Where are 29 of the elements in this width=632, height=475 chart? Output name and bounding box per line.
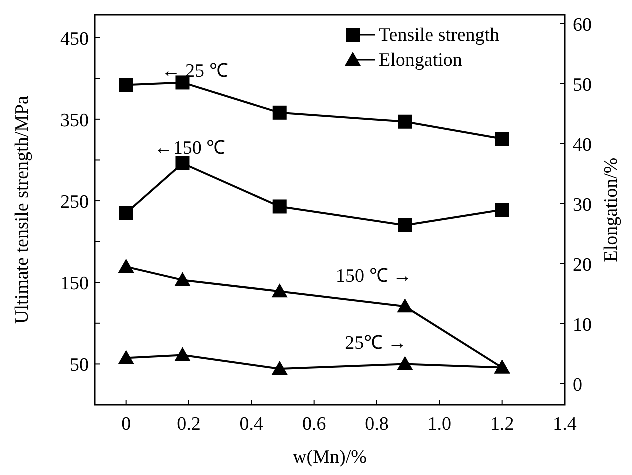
- y2-tick-label: 60: [573, 15, 592, 36]
- y-tick-label: 150: [60, 274, 89, 295]
- annotation: ← 25 ℃: [162, 61, 228, 82]
- y2-tick-label: 30: [573, 195, 592, 216]
- y2-tick-label: 50: [573, 75, 592, 96]
- y-axis-title: Ultimate tensile strength/MPa: [12, 95, 33, 324]
- y2-tick-label: 40: [573, 135, 592, 156]
- y2-tick-label: 0: [573, 375, 582, 396]
- x-tick-label: 0.8: [365, 414, 389, 435]
- x-axis-title: w(Mn)/%: [293, 447, 368, 468]
- x-tick-label: 0.6: [302, 414, 326, 435]
- y-tick-label: 350: [60, 110, 89, 132]
- x-tick-label: 0: [122, 414, 132, 435]
- y2-tick-label: 20: [573, 255, 592, 276]
- x-tick-label: 0.4: [240, 414, 264, 435]
- x-tick-label: 1.4: [553, 414, 578, 435]
- legend-label: Tensile strength: [379, 25, 500, 46]
- x-tick-label: 1.2: [490, 414, 514, 435]
- y-tick-label: 450: [60, 28, 89, 50]
- x-tick-label: 0.2: [177, 414, 201, 435]
- annotation: 150 ℃ →: [336, 266, 412, 287]
- x-tick-label: 1.0: [428, 414, 452, 435]
- y2-tick-label: 10: [573, 315, 592, 336]
- y2-axis-title: Elongation/%: [601, 158, 622, 262]
- y-tick-label: 50: [70, 355, 89, 376]
- annotation: 25℃ →: [345, 333, 407, 354]
- y-tick-label: 250: [60, 192, 89, 214]
- annotation: ←150 ℃: [154, 138, 226, 159]
- legend-label: Elongation: [379, 50, 463, 71]
